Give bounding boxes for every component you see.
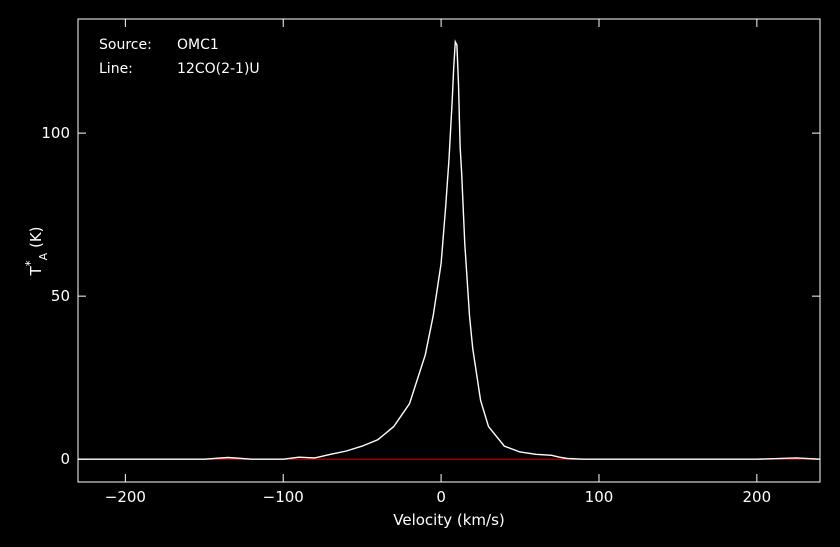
source-value: OMC1 [177, 37, 219, 53]
x-tick-label: 100 [585, 488, 614, 506]
x-axis-label: Velocity (km/s) [393, 511, 504, 529]
line-value: 12CO(2-1)U [177, 61, 260, 77]
y-tick-label: 100 [41, 124, 70, 142]
x-axis-ticks: −200 −100 0 100 200 [105, 19, 771, 506]
x-tick-label: 0 [436, 488, 446, 506]
y-axis-label: T*A (K) [23, 226, 50, 276]
line-label: Line: [99, 61, 133, 77]
plot-frame [77, 18, 821, 483]
y-axis-ticks: 0 50 100 [41, 124, 820, 468]
x-tick-label: −100 [263, 488, 304, 506]
x-tick-label: 200 [743, 488, 772, 506]
y-tick-label: 50 [51, 287, 70, 305]
y-tick-label: 0 [60, 450, 70, 468]
source-label: Source: [99, 37, 152, 53]
x-tick-label: −200 [105, 488, 146, 506]
spectrum-series-line [78, 39, 821, 460]
